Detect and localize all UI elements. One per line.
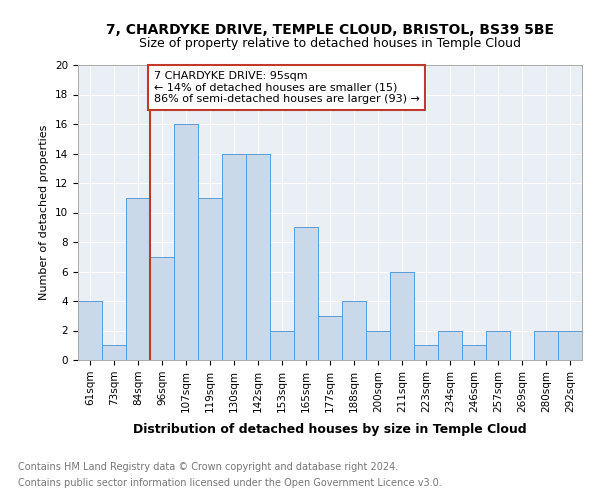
Bar bbox=[174, 124, 198, 360]
Bar bbox=[558, 330, 582, 360]
Text: 7 CHARDYKE DRIVE: 95sqm
← 14% of detached houses are smaller (15)
86% of semi-de: 7 CHARDYKE DRIVE: 95sqm ← 14% of detache… bbox=[154, 71, 419, 104]
Bar bbox=[102, 345, 126, 360]
Bar bbox=[126, 198, 150, 360]
Bar bbox=[486, 330, 510, 360]
Bar bbox=[198, 198, 222, 360]
Text: Distribution of detached houses by size in Temple Cloud: Distribution of detached houses by size … bbox=[133, 422, 527, 436]
Bar bbox=[318, 316, 342, 360]
Bar bbox=[246, 154, 270, 360]
Bar bbox=[342, 301, 366, 360]
Bar bbox=[414, 345, 438, 360]
Text: Contains public sector information licensed under the Open Government Licence v3: Contains public sector information licen… bbox=[18, 478, 442, 488]
Text: 7, CHARDYKE DRIVE, TEMPLE CLOUD, BRISTOL, BS39 5BE: 7, CHARDYKE DRIVE, TEMPLE CLOUD, BRISTOL… bbox=[106, 22, 554, 36]
Bar bbox=[438, 330, 462, 360]
Bar bbox=[366, 330, 390, 360]
Bar bbox=[222, 154, 246, 360]
Y-axis label: Number of detached properties: Number of detached properties bbox=[40, 125, 49, 300]
Bar bbox=[150, 257, 174, 360]
Bar bbox=[390, 272, 414, 360]
Text: Size of property relative to detached houses in Temple Cloud: Size of property relative to detached ho… bbox=[139, 38, 521, 51]
Text: Contains HM Land Registry data © Crown copyright and database right 2024.: Contains HM Land Registry data © Crown c… bbox=[18, 462, 398, 472]
Bar bbox=[270, 330, 294, 360]
Bar bbox=[462, 345, 486, 360]
Bar bbox=[294, 227, 318, 360]
Bar bbox=[78, 301, 102, 360]
Bar bbox=[534, 330, 558, 360]
